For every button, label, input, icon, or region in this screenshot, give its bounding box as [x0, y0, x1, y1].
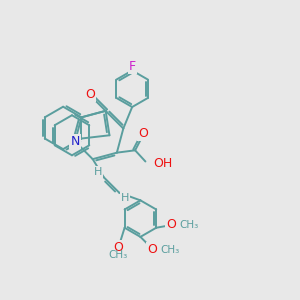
Text: O: O	[147, 243, 157, 256]
Text: H: H	[94, 167, 102, 177]
Text: O: O	[138, 127, 148, 140]
Text: O: O	[85, 88, 95, 101]
Text: F: F	[129, 61, 136, 74]
Text: O: O	[166, 218, 176, 231]
Text: N: N	[70, 135, 80, 148]
Text: CH₃: CH₃	[179, 220, 198, 230]
Text: CH₃: CH₃	[108, 250, 128, 260]
Text: O: O	[113, 241, 123, 254]
Text: H: H	[121, 193, 129, 203]
Text: CH₃: CH₃	[160, 244, 179, 254]
Text: OH: OH	[154, 157, 173, 170]
